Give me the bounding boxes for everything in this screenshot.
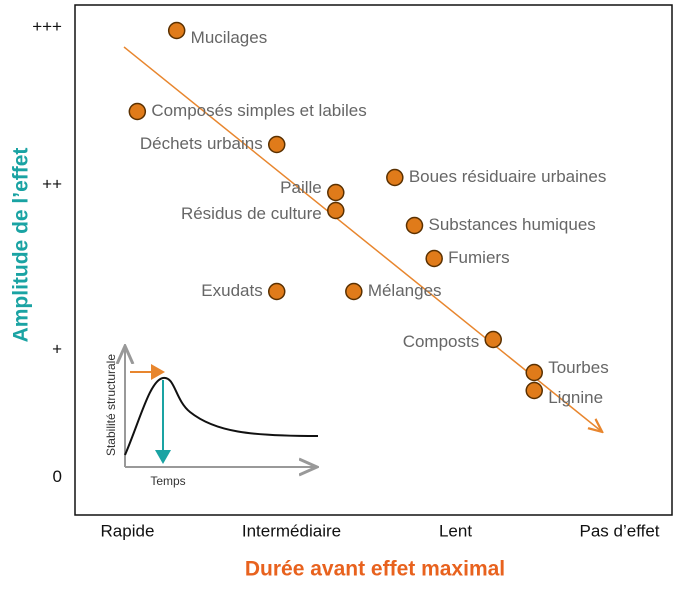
point-label: Composés simples et labiles [151,101,366,120]
y-tick-label: +++ [32,17,62,36]
point [525,381,543,400]
point-label: Résidus de culture [181,204,322,223]
y-tick-label: 0 [53,467,62,486]
trend-arrow [123,46,601,431]
point [405,216,424,235]
x-tick-label: Rapide [101,521,155,540]
point [327,201,345,220]
point [327,183,345,202]
point-label: Fumiers [448,248,509,267]
x-tick-label: Intermédiaire [242,521,341,540]
inset-x-label: Temps [150,474,185,488]
point [267,135,286,154]
point-label: Tourbes [548,358,608,377]
point [128,102,147,121]
point [345,282,363,301]
point-label: Exudats [201,281,262,300]
inset: Stabilité structurale Temps [104,348,318,488]
point-label: Lignine [548,388,603,407]
point [425,249,443,268]
inset-y-label: Stabilité structurale [104,354,118,456]
x-tick-label: Lent [439,521,472,540]
x-axis-title: Durée avant effet maximal [245,558,505,581]
plot-frame [74,4,673,516]
point-label: Composts [403,332,480,351]
point [484,330,502,349]
point-label: Paille [280,178,322,197]
y-tick-label: ++ [42,174,62,193]
point-label: Mucilages [191,28,268,47]
point-label: Déchets urbains [140,134,263,153]
point [267,282,286,301]
point [525,363,543,382]
point-label: Boues résiduaire urbaines [409,167,607,186]
x-tick-label: Pas d’effet [580,521,660,540]
inset-curve [124,376,319,456]
point [167,21,186,40]
point-label: Mélanges [368,281,442,300]
y-axis-title: Amplitude de l’effet [10,148,33,343]
point [386,168,404,187]
point-label: Substances humiques [429,215,596,234]
y-tick-label: + [52,339,62,358]
